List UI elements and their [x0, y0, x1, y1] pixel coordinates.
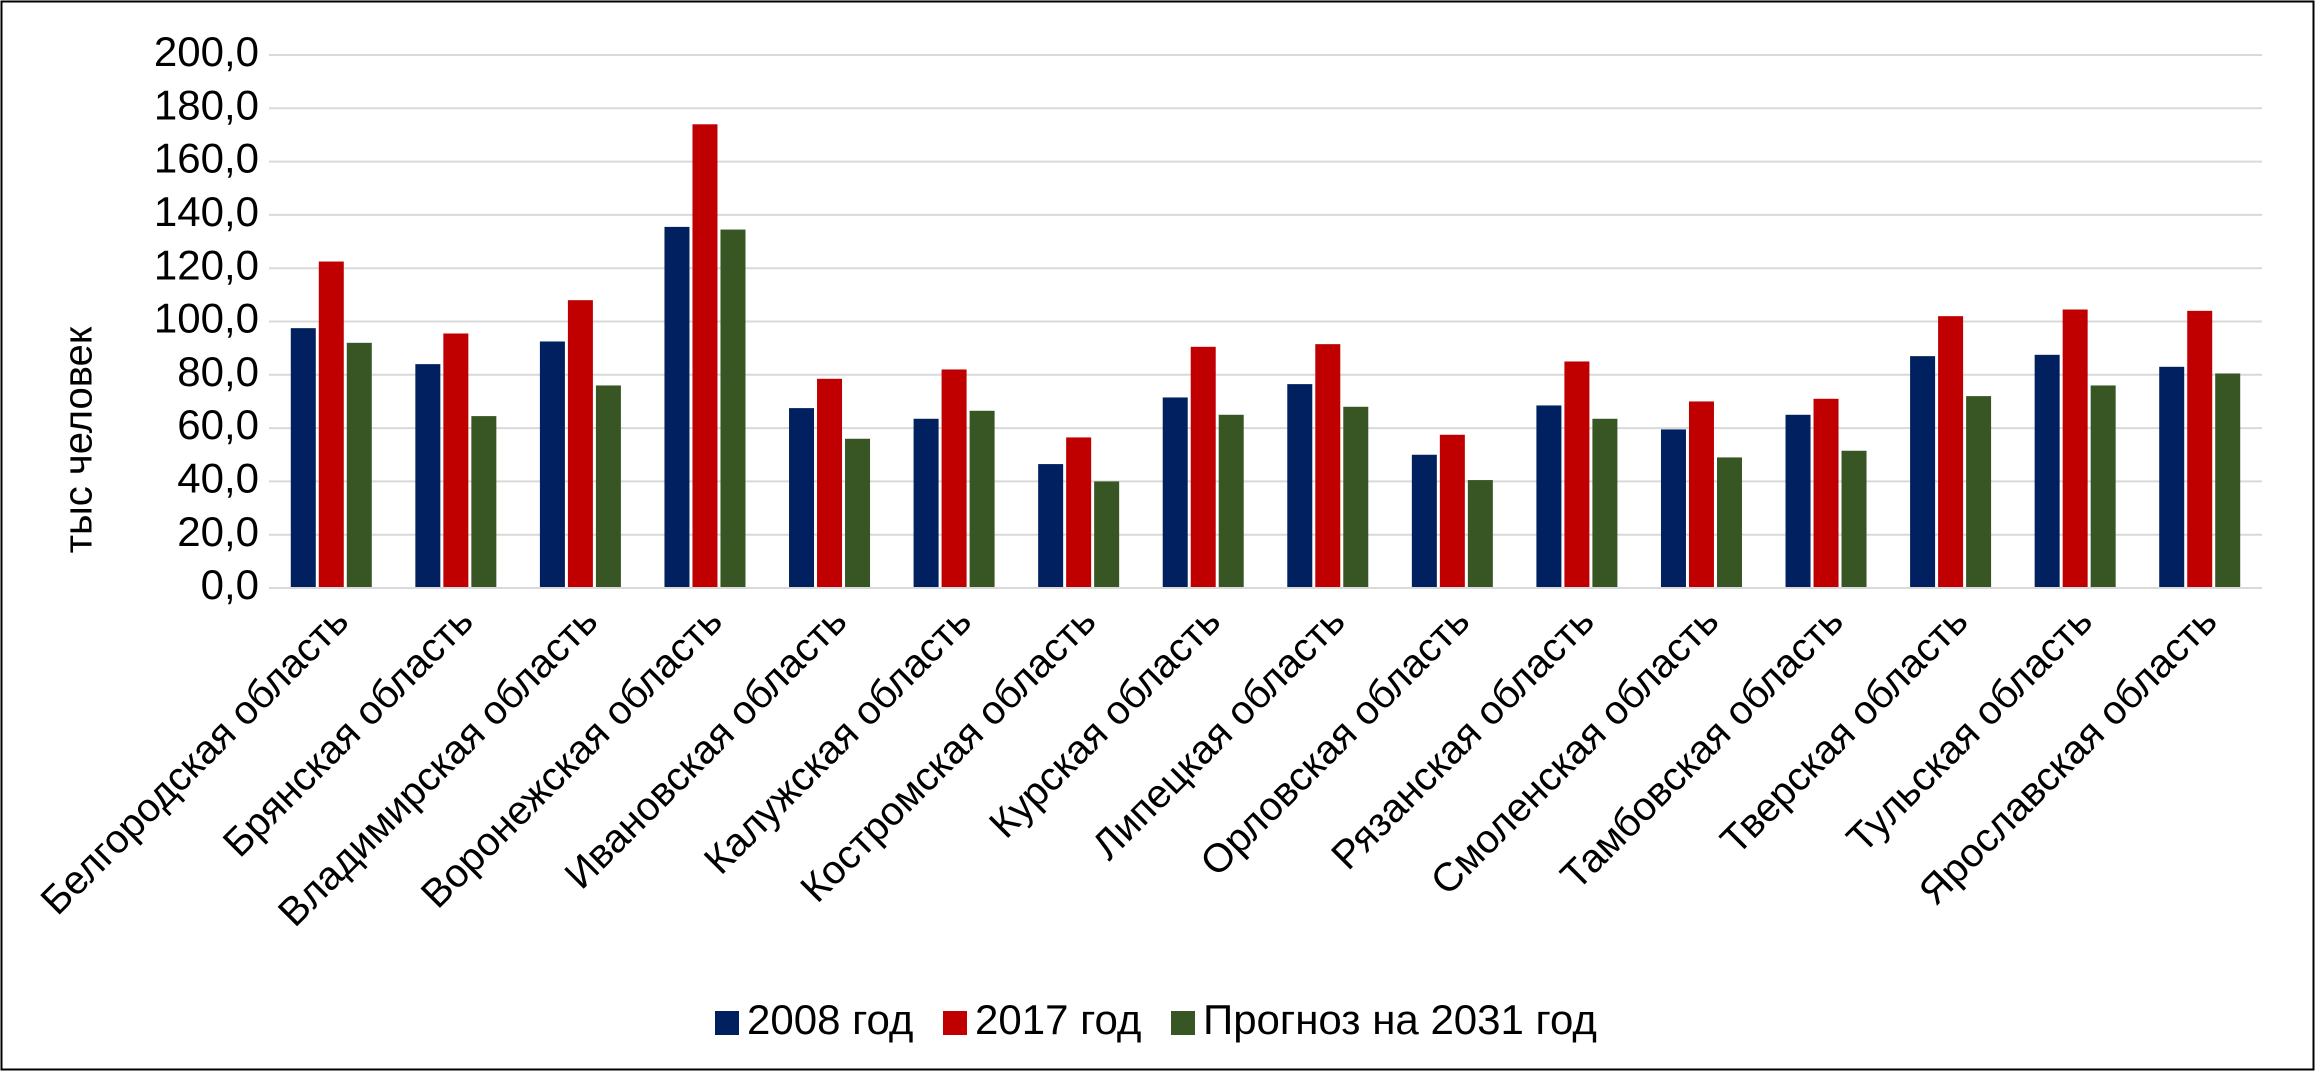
bar: [290, 328, 316, 588]
bar: [913, 418, 939, 588]
bar: [1315, 344, 1341, 588]
bar: [346, 342, 372, 588]
bar: [595, 385, 621, 588]
bar: [1038, 464, 1064, 588]
bar: [1411, 454, 1437, 588]
bar: [1966, 396, 1992, 588]
bar: [1066, 437, 1092, 588]
y-tick-label: 180,0: [154, 81, 259, 128]
bar: [2062, 309, 2088, 588]
bar: [2159, 366, 2185, 588]
bar: [1564, 361, 1590, 588]
bar: [1287, 384, 1313, 588]
y-tick-label: 20,0: [177, 508, 259, 555]
bar: [2187, 310, 2213, 588]
bar: [1785, 414, 1811, 588]
bar: [1660, 429, 1686, 588]
bar: [1094, 481, 1120, 588]
bar: [664, 226, 690, 588]
y-axis-label: тыс человек: [57, 326, 101, 553]
bar: [1190, 346, 1216, 588]
legend-label: 2017 год: [975, 996, 1141, 1043]
bar: [1218, 414, 1244, 588]
bar: [2034, 354, 2060, 588]
bar: [941, 369, 967, 588]
bar: [969, 410, 995, 588]
y-tick-label: 160,0: [154, 135, 259, 182]
y-tick-label: 100,0: [154, 295, 259, 342]
bar: [471, 416, 497, 588]
bar: [1467, 480, 1493, 588]
legend-marker: [715, 1011, 739, 1035]
bar: [1439, 434, 1465, 588]
legend-label: Прогноз на 2031 год: [1203, 996, 1597, 1043]
bar: [789, 408, 815, 588]
y-tick-label: 0,0: [201, 561, 259, 608]
bar: [1841, 450, 1867, 588]
bar: [692, 124, 718, 588]
bar: [567, 300, 593, 588]
y-tick-label: 200,0: [154, 28, 259, 75]
bar: [318, 261, 344, 588]
bar: [2215, 373, 2241, 588]
bar: [1592, 418, 1618, 588]
bar: [845, 438, 871, 588]
y-tick-label: 120,0: [154, 241, 259, 288]
bar: [1813, 398, 1839, 588]
bar: [1162, 397, 1188, 588]
y-tick-label: 80,0: [177, 348, 259, 395]
bar: [1938, 316, 1964, 588]
legend-label: 2008 год: [747, 996, 913, 1043]
y-tick-label: 40,0: [177, 454, 259, 501]
bar: [1536, 405, 1562, 588]
bar: [443, 333, 469, 588]
bar: [1688, 401, 1714, 588]
bar: [539, 341, 565, 588]
bar: [1910, 356, 1936, 588]
legend-marker: [1171, 1011, 1195, 1035]
bar: [1343, 406, 1369, 588]
bar: [2090, 385, 2116, 588]
bar: [720, 229, 746, 588]
y-tick-label: 140,0: [154, 188, 259, 235]
bar: [817, 378, 843, 588]
legend-marker: [943, 1011, 967, 1035]
bar: [1716, 457, 1742, 588]
y-tick-label: 60,0: [177, 401, 259, 448]
bar: [415, 364, 441, 588]
